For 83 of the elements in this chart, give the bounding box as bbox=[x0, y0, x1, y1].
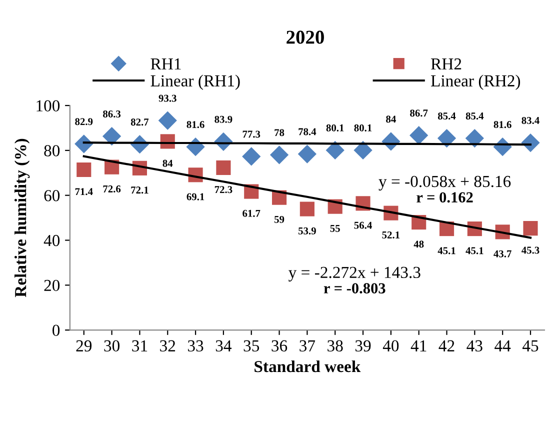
data-label: 53.9 bbox=[298, 227, 316, 234]
data-label: 72.1 bbox=[131, 186, 148, 194]
x-tick-label: 41 bbox=[410, 340, 426, 352]
data-label: 69.1 bbox=[186, 193, 204, 200]
x-tick-label: 42 bbox=[438, 340, 454, 352]
x-tick-label: 39 bbox=[355, 340, 371, 352]
data-label: 43.7 bbox=[494, 250, 512, 258]
x-tick-label: 38 bbox=[328, 340, 343, 352]
x-tick-label: 33 bbox=[188, 340, 204, 352]
x-tick-label: 30 bbox=[104, 340, 120, 352]
x-axis-title: Standard week bbox=[254, 360, 361, 372]
point bbox=[300, 202, 314, 216]
point bbox=[437, 128, 456, 148]
data-label: 52.1 bbox=[382, 231, 400, 238]
data-label: 84 bbox=[162, 160, 173, 167]
data-label: 85.4 bbox=[466, 112, 484, 120]
y-axis-title: Relative humidity (%) bbox=[14, 138, 30, 298]
data-label: 82.9 bbox=[75, 118, 93, 126]
chart-title: 2020 bbox=[286, 30, 324, 44]
data-label: 80.1 bbox=[354, 124, 372, 132]
data-label: 72.3 bbox=[214, 186, 232, 194]
data-label: 56.4 bbox=[354, 222, 372, 229]
legend-label: Linear (RH2) bbox=[431, 74, 520, 90]
legend-label: RH1 bbox=[150, 58, 181, 70]
data-label: 45.1 bbox=[466, 247, 484, 254]
data-label: 83.4 bbox=[522, 116, 540, 124]
data-label: 77.3 bbox=[242, 130, 260, 138]
point bbox=[354, 140, 372, 160]
data-label: 45.1 bbox=[438, 247, 456, 254]
x-tick-label: 45 bbox=[522, 340, 538, 352]
data-label: 85.4 bbox=[438, 112, 456, 120]
legend-label: RH2 bbox=[431, 58, 462, 70]
y-tick-label: 80 bbox=[44, 145, 60, 156]
point bbox=[158, 111, 177, 130]
x-tick-label: 35 bbox=[244, 340, 260, 352]
data-label: 83.9 bbox=[214, 116, 232, 123]
data-label: 61.7 bbox=[242, 210, 260, 217]
point bbox=[298, 144, 317, 164]
data-label: 78.4 bbox=[298, 128, 316, 136]
data-label: 82.7 bbox=[130, 118, 149, 126]
x-tick-label: 34 bbox=[216, 340, 232, 352]
annotation: y = -0.058x + 85.16 bbox=[378, 176, 511, 191]
x-tick-label: 36 bbox=[272, 340, 288, 352]
data-label: 45.3 bbox=[522, 246, 540, 254]
y-tick-label: 60 bbox=[44, 190, 60, 202]
y-tick-label: 40 bbox=[44, 234, 60, 246]
data-label: 80.1 bbox=[326, 124, 344, 132]
x-tick-label: 29 bbox=[76, 340, 92, 352]
data-label: 71.4 bbox=[75, 188, 93, 196]
x-tick-label: 32 bbox=[160, 340, 176, 352]
y-tick-label: 100 bbox=[36, 100, 60, 112]
point bbox=[465, 128, 484, 148]
point bbox=[242, 147, 261, 166]
annotation: r = -0.803 bbox=[324, 283, 386, 294]
data-label: 84 bbox=[386, 116, 396, 123]
point bbox=[410, 126, 428, 145]
data-label: 81.6 bbox=[494, 121, 512, 128]
legend-label: Linear (RH1) bbox=[150, 74, 240, 90]
point bbox=[76, 162, 92, 178]
annotation: r = 0.162 bbox=[416, 192, 473, 203]
data-label: 81.6 bbox=[186, 121, 204, 128]
data-label: 86.7 bbox=[410, 110, 428, 117]
point bbox=[326, 140, 344, 160]
point bbox=[74, 134, 94, 154]
x-tick-label: 40 bbox=[382, 340, 399, 352]
annotation: y = -2.272x + 143.3 bbox=[288, 266, 420, 282]
y-tick-label: 20 bbox=[44, 280, 60, 292]
data-label: 78 bbox=[274, 129, 284, 136]
data-label: 86.3 bbox=[103, 110, 121, 118]
point bbox=[270, 146, 289, 164]
data-label: 93.3 bbox=[158, 94, 176, 102]
point bbox=[102, 126, 122, 146]
x-tick-label: 44 bbox=[494, 340, 511, 352]
x-tick-label: 37 bbox=[300, 340, 316, 352]
x-tick-label: 43 bbox=[466, 340, 482, 352]
point bbox=[216, 160, 231, 175]
data-label: 59 bbox=[274, 216, 284, 223]
data-label: 72.6 bbox=[103, 185, 121, 192]
data-label: 48 bbox=[414, 240, 424, 248]
x-tick-label: 31 bbox=[132, 340, 148, 352]
point bbox=[523, 221, 538, 236]
data-label: 55 bbox=[330, 225, 340, 232]
y-tick-label: 0 bbox=[52, 324, 60, 336]
